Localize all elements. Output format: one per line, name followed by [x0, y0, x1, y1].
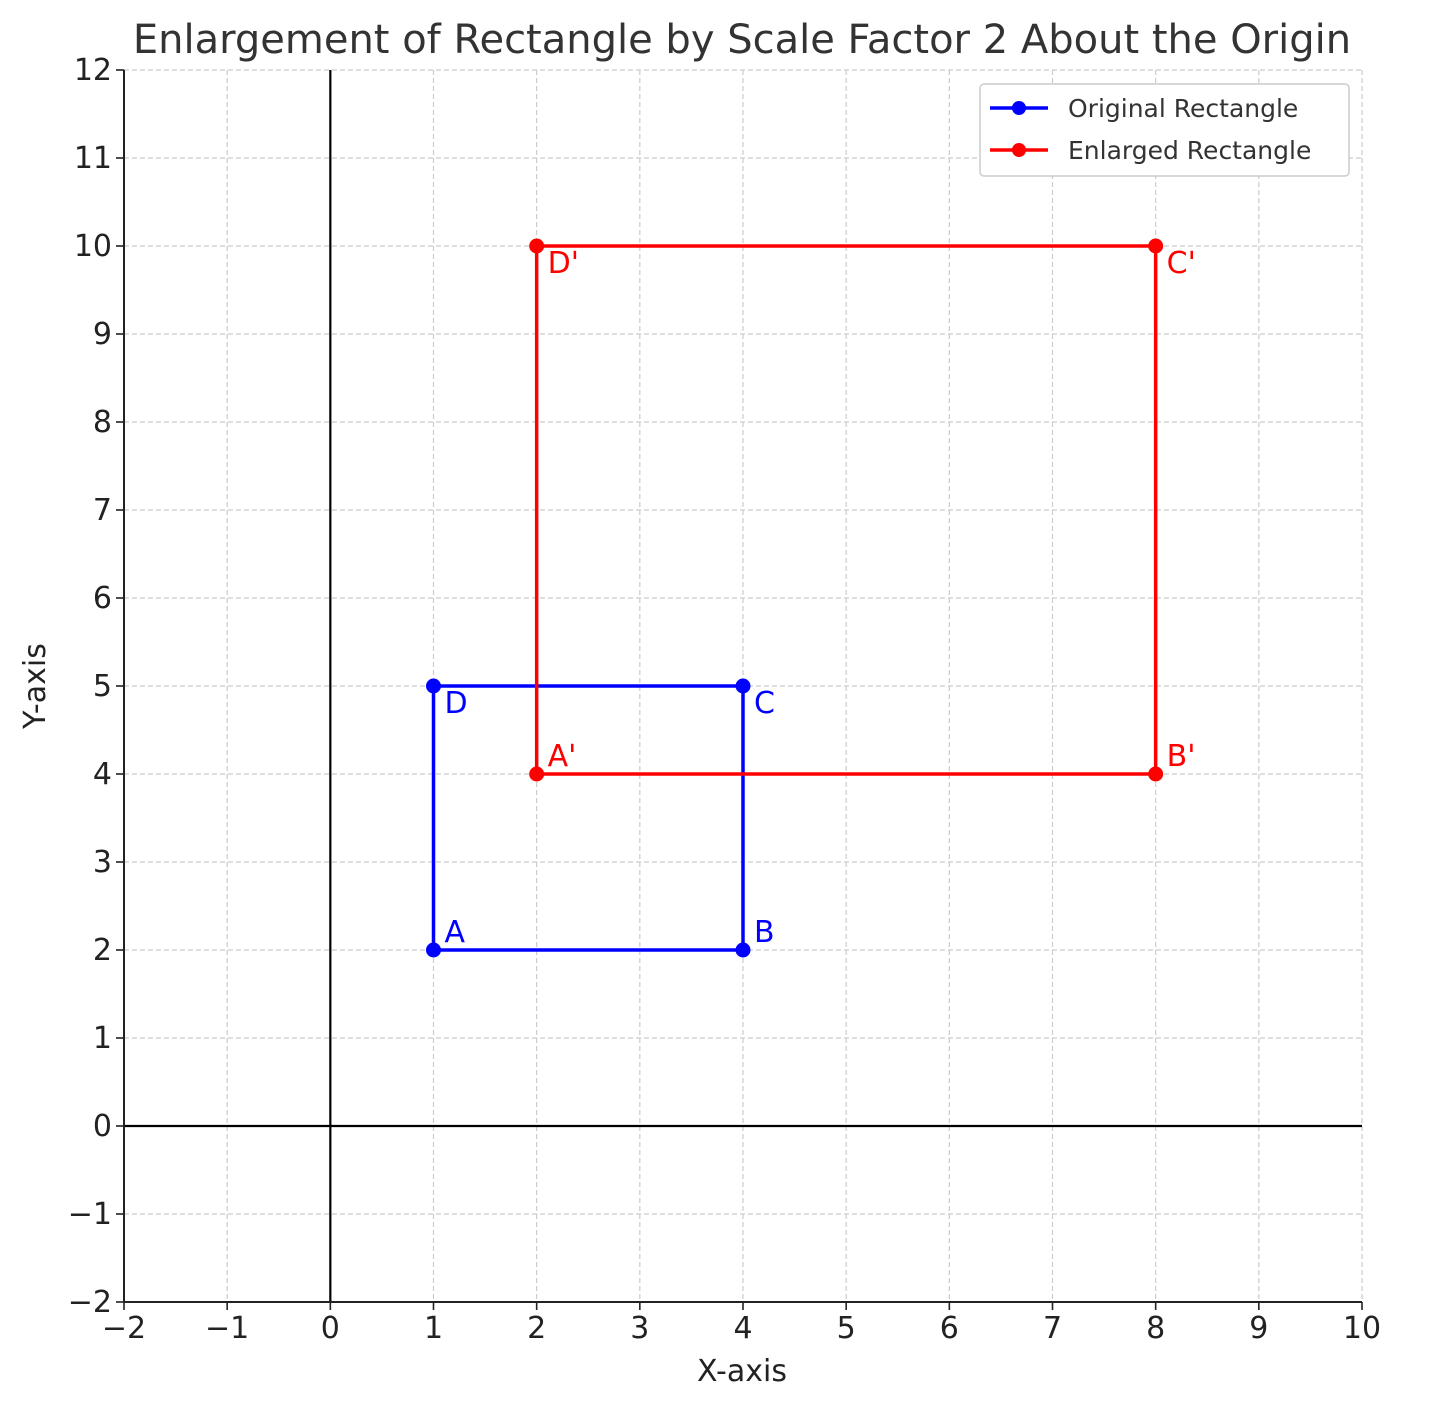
- x-tick-label: 8: [1146, 1311, 1165, 1346]
- x-tick-label: 4: [733, 1311, 752, 1346]
- y-tick-label: 4: [93, 757, 112, 792]
- data-point: [426, 942, 441, 958]
- data-point: [735, 942, 751, 958]
- x-tick-label: 1: [424, 1311, 443, 1346]
- series-layer: A B C D A' B' C' D': [426, 238, 1196, 958]
- legend-box: [979, 83, 1350, 177]
- y-tick-label: −2: [68, 1285, 112, 1320]
- y-tick-label: 8: [93, 405, 112, 440]
- point-label: A: [445, 915, 466, 950]
- y-tick-label: −1: [68, 1197, 112, 1232]
- x-tick-label: 9: [1249, 1311, 1268, 1346]
- x-tick-label: −2: [102, 1311, 146, 1346]
- y-tick-label: 2: [93, 933, 112, 968]
- data-point: [529, 766, 545, 782]
- point-label: A': [548, 739, 577, 774]
- point-label: C': [1167, 246, 1196, 281]
- point-label: D': [548, 246, 579, 281]
- x-tick-label: 2: [527, 1311, 546, 1346]
- legend: Original Rectangle Enlarged Rectangle: [979, 83, 1350, 177]
- legend-marker: [1012, 101, 1026, 115]
- series-enlarged: A' B' C' D': [529, 238, 1196, 782]
- data-point: [529, 238, 545, 254]
- y-tick-label: 12: [74, 53, 112, 88]
- x-tick-label: 0: [321, 1311, 340, 1346]
- x-tick-label: 5: [837, 1311, 856, 1346]
- x-tick-label: −1: [205, 1311, 249, 1346]
- y-tick-label: 11: [74, 141, 112, 176]
- data-point: [735, 678, 751, 694]
- y-axis-label: Y-axis: [18, 643, 53, 730]
- chart-title: Enlargement of Rectangle by Scale Factor…: [133, 17, 1351, 63]
- y-tick-label: 3: [93, 845, 112, 880]
- y-tick-label: 9: [93, 317, 112, 352]
- y-tick-label: 10: [74, 229, 112, 264]
- point-label: C: [754, 686, 775, 721]
- y-tick-label: 7: [93, 493, 112, 528]
- data-point: [426, 678, 441, 694]
- legend-label: Enlarged Rectangle: [1068, 136, 1311, 165]
- legend-marker: [1012, 143, 1026, 157]
- y-tick-label: 1: [93, 1021, 112, 1056]
- x-tick-label: 7: [1043, 1311, 1062, 1346]
- point-label: D: [445, 686, 468, 721]
- y-tick-label: 6: [93, 581, 112, 616]
- x-tick-label: 10: [1343, 1311, 1381, 1346]
- data-point: [1148, 238, 1164, 254]
- x-axis-label: X-axis: [697, 1354, 787, 1389]
- y-tick-label: 0: [93, 1109, 112, 1144]
- point-label: B: [754, 915, 775, 950]
- point-label: B': [1167, 739, 1196, 774]
- x-tick-label: 6: [940, 1311, 959, 1346]
- data-point: [1148, 766, 1164, 782]
- series-original: A B C D: [426, 678, 775, 958]
- y-tick-label: 5: [93, 669, 112, 704]
- legend-label: Original Rectangle: [1068, 94, 1298, 123]
- x-tick-label: 3: [630, 1311, 649, 1346]
